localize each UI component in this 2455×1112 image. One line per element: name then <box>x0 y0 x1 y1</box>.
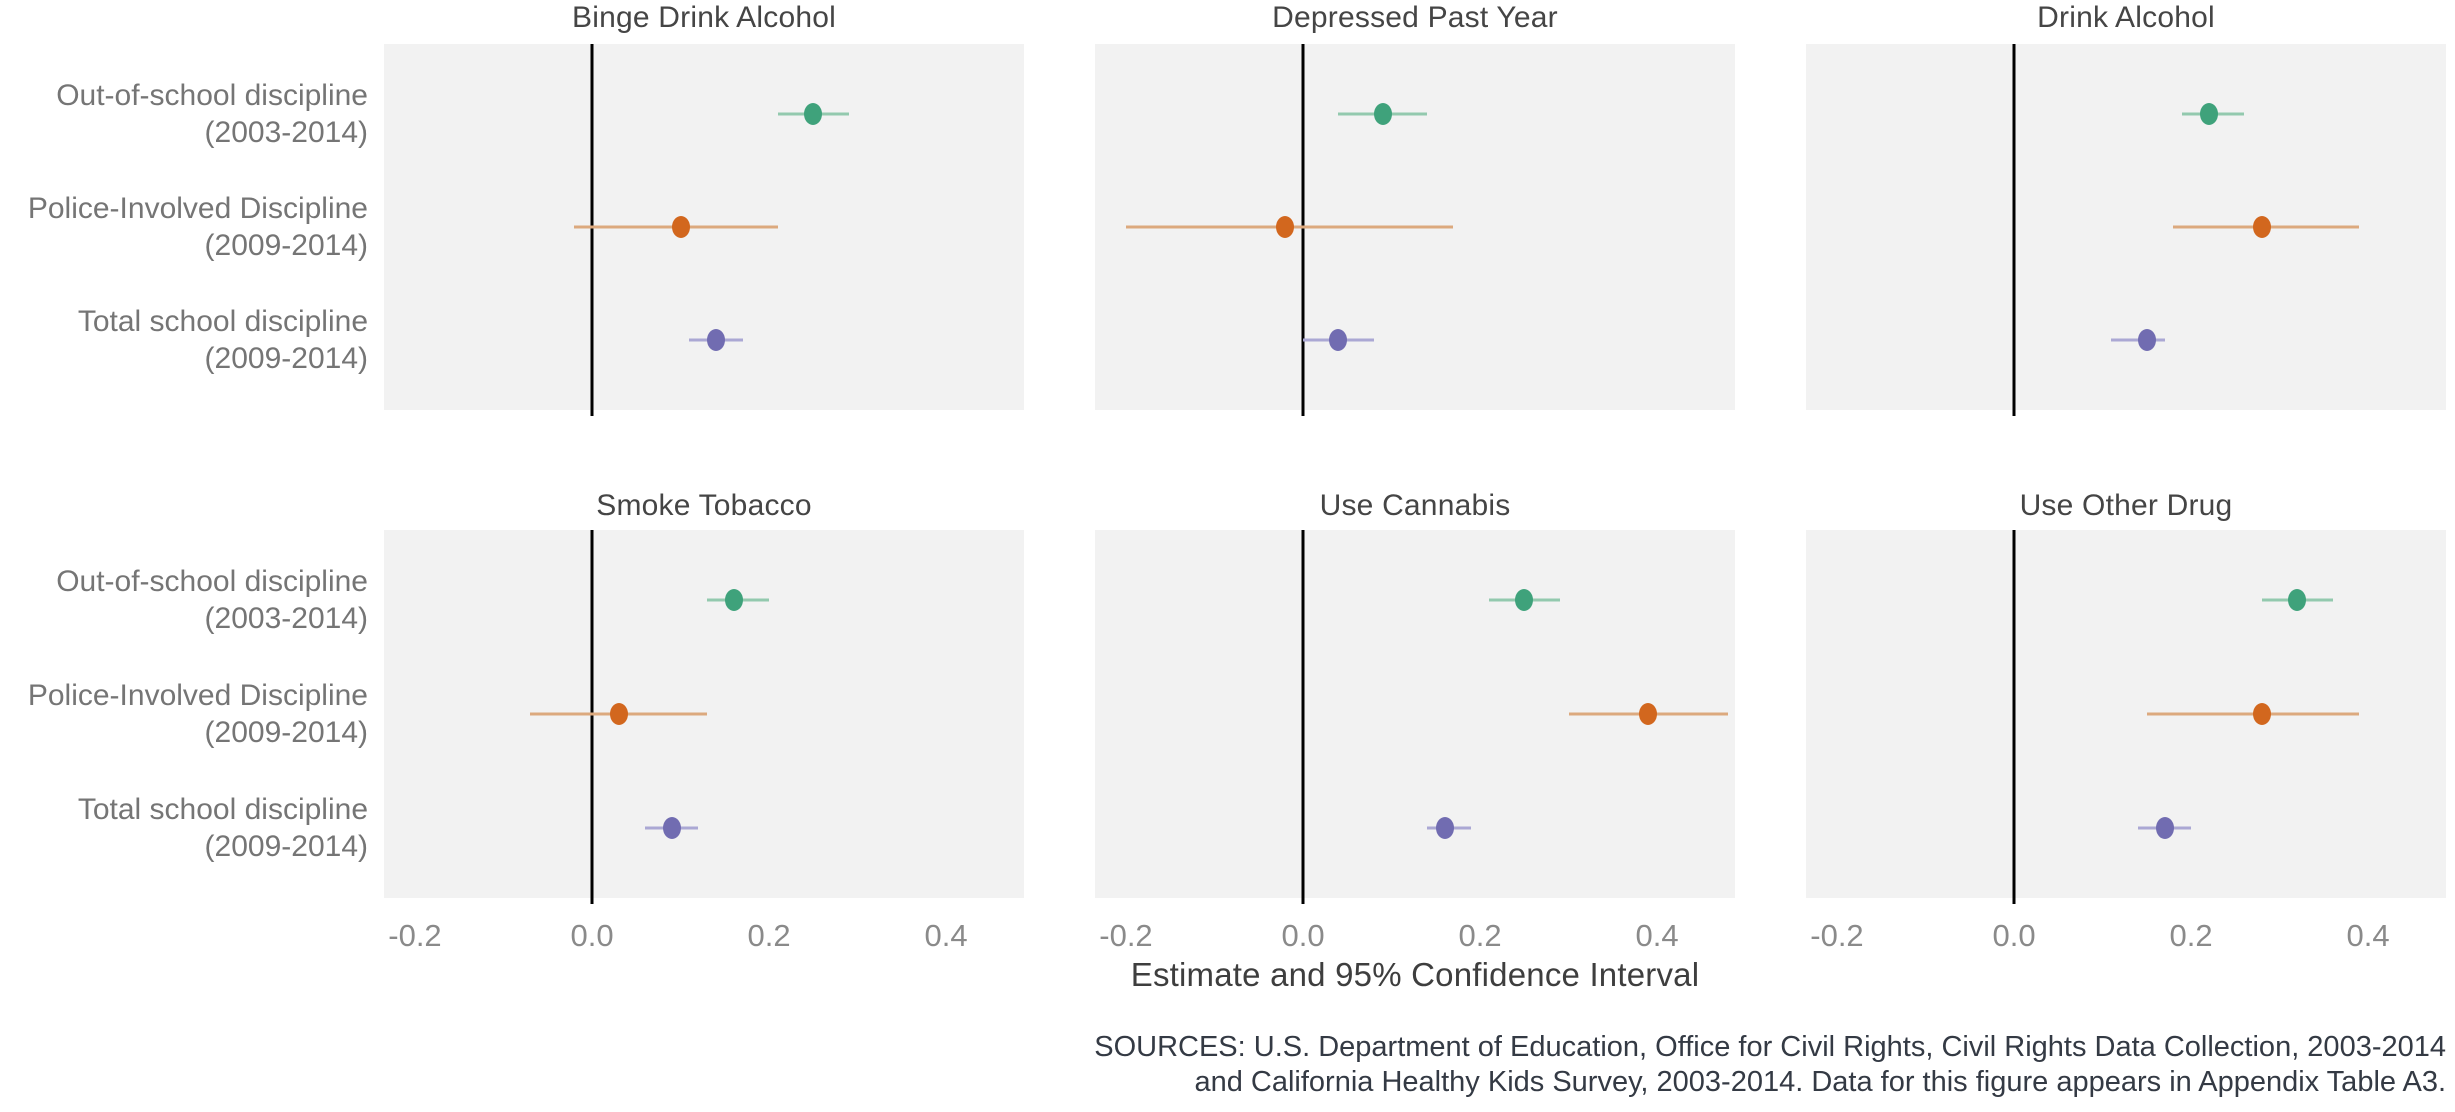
row-label-name: Total school discipline <box>77 793 368 827</box>
panel-title-use-cannabis: Use Cannabis <box>1319 489 1511 522</box>
source-note: SOURCES: U.S. Department of Education, O… <box>1094 1030 2446 1100</box>
estimate-point <box>1639 703 1658 725</box>
zero-reference-line <box>590 44 594 416</box>
estimate-point <box>724 588 743 611</box>
zero-reference-line <box>1301 44 1305 416</box>
estimate-point <box>1329 329 1348 352</box>
estimate-point <box>1276 216 1295 238</box>
panel-smoke-tobacco: -0.2 0.0 0.2 0.4 <box>384 530 1024 953</box>
row-label-police-involved-discipline: Police-Involved Discipline (2009-2014) <box>0 677 368 751</box>
source-line-1: SOURCES: U.S. Department of Education, O… <box>1094 1031 2446 1063</box>
row-label-years: (2003-2014) <box>204 601 368 635</box>
x-axis-tick-label: 0.2 <box>1458 918 1502 953</box>
estimate-point <box>2199 102 2218 125</box>
estimate-point <box>706 329 725 352</box>
estimate-point <box>2288 588 2307 611</box>
row-label-years: (2003-2014) <box>204 115 368 149</box>
estimate-point <box>1373 102 1392 125</box>
x-axis-tick-label: -0.2 <box>388 918 442 953</box>
zero-reference-line <box>2012 44 2016 416</box>
estimate-point <box>2137 329 2156 352</box>
source-line-2: and California Healthy Kids Survey, 2003… <box>1194 1066 2446 1098</box>
x-axis-tick-label: 0.2 <box>747 918 791 953</box>
panel-title-use-other-drug: Use Other Drug <box>2019 489 2233 522</box>
x-axis-tick-label: 0.4 <box>2346 918 2390 953</box>
panel-title-smoke-tobacco: Smoke Tobacco <box>596 489 812 522</box>
row-label-out-of-school-discipline: Out-of-school discipline (2003-2014) <box>0 563 368 637</box>
row-label-name: Out-of-school discipline <box>56 564 368 598</box>
row-label-total-school-discipline: Total school discipline (2009-2014) <box>0 791 368 865</box>
estimate-point <box>2155 817 2174 840</box>
row-label-name: Police-Involved Discipline <box>27 192 368 225</box>
row-label-years: (2009-2014) <box>204 830 368 864</box>
x-axis-tick-label: 0.0 <box>1281 918 1325 953</box>
row-label-total-school-discipline: Total school discipline (2009-2014) <box>0 303 368 377</box>
estimate-point <box>609 703 628 725</box>
row-label-name: Total school discipline <box>77 305 368 339</box>
row-label-police-involved-discipline: Police-Involved Discipline (2009-2014) <box>0 190 368 264</box>
panel-title-drink-alcohol: Drink Alcohol <box>2037 1 2215 34</box>
estimate-point <box>662 817 681 840</box>
panel-use-cannabis: -0.2 0.0 0.2 0.4 <box>1095 530 1735 953</box>
row-label-out-of-school-discipline: Out-of-school discipline (2003-2014) <box>0 77 368 151</box>
panel-title-binge-drink-alcohol: Binge Drink Alcohol <box>572 1 836 34</box>
x-axis-title: Estimate and 95% Confidence Interval <box>1130 956 1700 993</box>
zero-reference-line <box>590 530 594 904</box>
estimate-point <box>1435 817 1454 840</box>
estimate-point <box>1515 588 1534 611</box>
panel-binge-drink-alcohol <box>384 44 1024 416</box>
zero-reference-line <box>1301 530 1305 904</box>
panel-use-other-drug: -0.2 0.0 0.2 0.4 <box>1806 530 2446 953</box>
row-label-years: (2009-2014) <box>204 716 368 749</box>
zero-reference-line <box>2012 530 2016 904</box>
x-axis-tick-label: 0.4 <box>1635 918 1679 953</box>
x-axis-tick-label: -0.2 <box>1810 918 1864 953</box>
panel-depressed-past-year <box>1095 44 1735 416</box>
panel-title-depressed-past-year: Depressed Past Year <box>1272 1 1558 34</box>
row-label-name: Police-Involved Discipline <box>27 679 368 712</box>
panel-drink-alcohol <box>1806 44 2446 416</box>
row-label-name: Out-of-school discipline <box>56 78 368 112</box>
x-axis-tick-label: 0.0 <box>1992 918 2036 953</box>
estimate-point <box>2252 216 2271 238</box>
estimate-point <box>2252 703 2271 725</box>
x-axis-tick-label: -0.2 <box>1099 918 1153 953</box>
x-axis-tick-label: 0.2 <box>2169 918 2213 953</box>
row-label-years: (2009-2014) <box>204 229 368 262</box>
row-label-years: (2009-2014) <box>204 342 368 376</box>
estimate-point <box>671 216 690 238</box>
x-axis-tick-label: 0.4 <box>924 918 968 953</box>
estimate-point <box>804 102 823 125</box>
x-axis-tick-label: 0.0 <box>570 918 614 953</box>
